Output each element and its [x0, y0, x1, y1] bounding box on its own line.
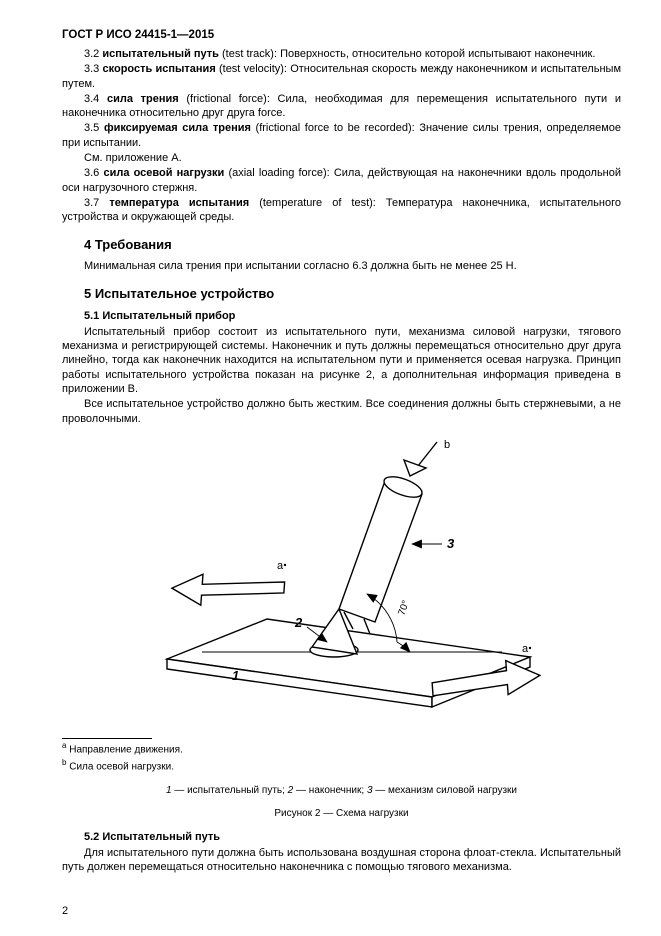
leader-1: 1	[232, 668, 239, 683]
sec5-1-p1: Испытательный прибор состоит из испытате…	[62, 325, 621, 396]
sec5-1-p2: Все испытательное устройство должно быть…	[62, 397, 621, 426]
footnote-rule	[62, 738, 152, 739]
note-after-3-5: См. приложение А.	[62, 151, 621, 165]
figure-legend: 1 — испытательный путь; 2 — наконечник; …	[62, 784, 621, 797]
svg-text:2: 2	[294, 615, 303, 630]
sec5-heading: 5 Испытательное устройство	[62, 286, 621, 303]
page-number: 2	[62, 904, 68, 918]
figure-2: b a a 70° 1	[62, 434, 621, 820]
doc-header: ГОСТ Р ИСО 24415-1—2015	[62, 28, 621, 43]
page: ГОСТ Р ИСО 24415-1—2015 3.2 испытательны…	[0, 0, 661, 936]
def-3-2: 3.2 испытательный путь (test track): Пов…	[62, 47, 621, 61]
load-cylinder	[339, 473, 425, 634]
label-a-right: a	[522, 643, 529, 655]
axial-force-arrow: b	[404, 439, 450, 476]
leader-3: 3	[412, 536, 455, 551]
sec5-2-p1: Для испытательного пути должна быть испо…	[62, 846, 621, 875]
def-3-6: 3.6 сила осевой нагрузки (axial loading …	[62, 166, 621, 195]
def-3-7: 3.7 температура испытания (temperature o…	[62, 196, 621, 225]
def-3-4: 3.4 сила трения (frictional force): Сила…	[62, 92, 621, 121]
sec4-para: Минимальная сила трения при испытании со…	[62, 259, 621, 273]
sec4-heading: 4 Требования	[62, 237, 621, 254]
motion-arrow-left: a	[170, 560, 285, 611]
svg-text:3: 3	[447, 536, 455, 551]
def-3-3: 3.3 скорость испытания (test velocity): …	[62, 62, 621, 91]
svg-text:1: 1	[232, 668, 239, 683]
label-angle: 70°	[396, 599, 412, 617]
sec5-2-heading: 5.2 Испытательный путь	[62, 830, 621, 844]
def-3-5: 3.5 фиксируемая сила трения (frictional …	[62, 121, 621, 150]
label-a-left: a	[277, 560, 284, 572]
figure-2-svg: b a a 70° 1	[112, 434, 572, 734]
footnote-b: b Сила осевой нагрузки.	[62, 758, 621, 773]
sec5-1-heading: 5.1 Испытательный прибор	[62, 309, 621, 323]
footnote-a: a Направление движения.	[62, 741, 621, 756]
figure-caption: Рисунок 2 — Схема нагрузки	[62, 807, 621, 820]
label-b: b	[444, 439, 450, 451]
